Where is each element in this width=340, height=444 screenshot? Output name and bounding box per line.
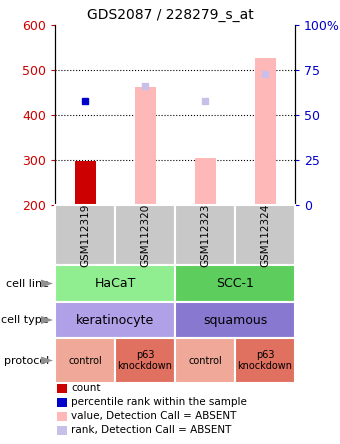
Text: protocol: protocol <box>4 356 49 365</box>
Text: GSM112319: GSM112319 <box>80 203 90 267</box>
Text: GSM112324: GSM112324 <box>260 203 270 267</box>
Text: HaCaT: HaCaT <box>94 277 136 290</box>
Text: keratinocyte: keratinocyte <box>76 313 154 326</box>
Text: GSM112323: GSM112323 <box>200 203 210 267</box>
Text: control: control <box>68 356 102 365</box>
Text: cell type: cell type <box>1 315 49 325</box>
Bar <box>255 58 275 205</box>
Text: squamous: squamous <box>203 313 267 326</box>
Text: p63
knockdown: p63 knockdown <box>118 350 172 371</box>
Bar <box>135 87 155 205</box>
Text: rank, Detection Call = ABSENT: rank, Detection Call = ABSENT <box>71 425 232 435</box>
Text: percentile rank within the sample: percentile rank within the sample <box>71 397 247 407</box>
Text: p63
knockdown: p63 knockdown <box>238 350 292 371</box>
Text: SCC-1: SCC-1 <box>216 277 254 290</box>
Bar <box>194 158 216 205</box>
Text: cell line: cell line <box>6 278 49 289</box>
Text: control: control <box>188 356 222 365</box>
Bar <box>74 161 96 205</box>
Text: GDS2087 / 228279_s_at: GDS2087 / 228279_s_at <box>87 8 253 22</box>
Text: GSM112320: GSM112320 <box>140 203 150 267</box>
Text: value, Detection Call = ABSENT: value, Detection Call = ABSENT <box>71 411 236 421</box>
Text: count: count <box>71 383 101 393</box>
